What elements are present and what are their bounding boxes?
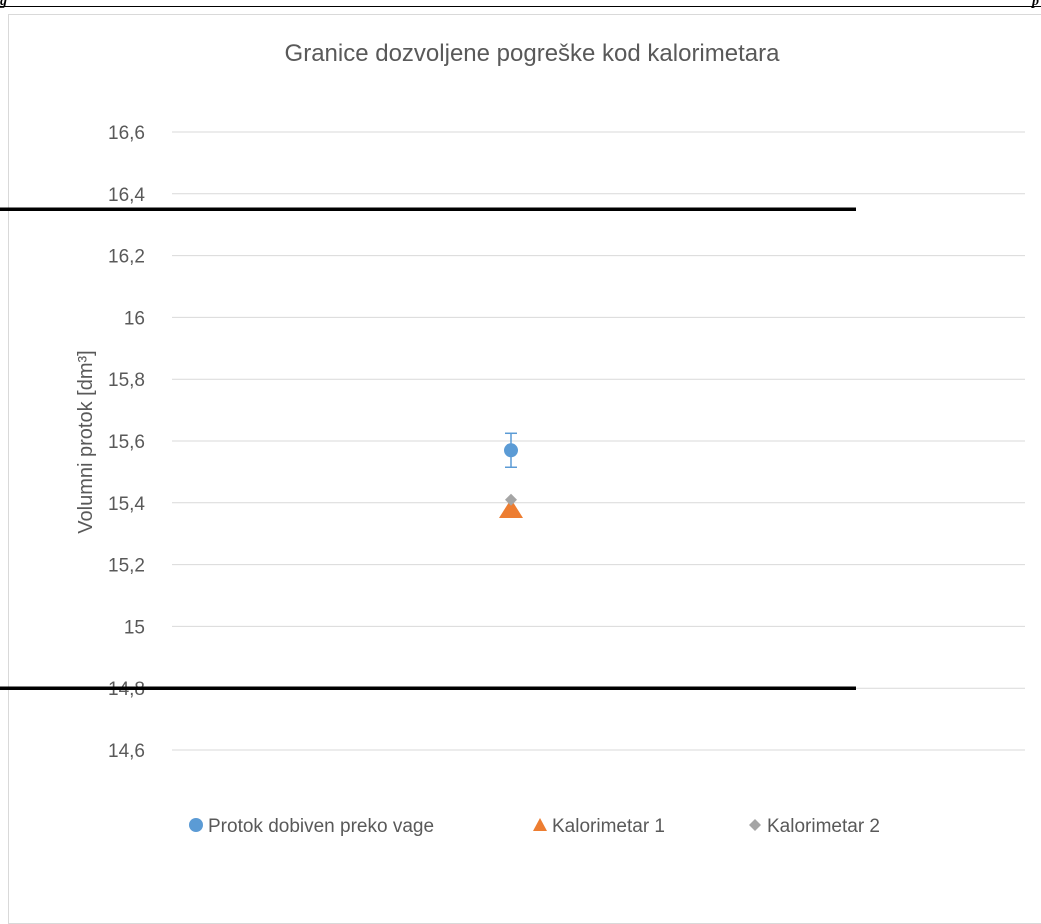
y-tick-label: 15,8 (108, 370, 145, 391)
legend-label: Protok dobiven preko vage (208, 816, 434, 837)
legend-marker-diamond (749, 819, 761, 831)
header-line (0, 6, 1041, 7)
point-protok-vage (504, 443, 518, 458)
legend-marker-triangle (533, 818, 547, 831)
y-tick-label: 16 (124, 308, 145, 329)
y-tick-label: 15,4 (108, 494, 145, 515)
point-kalorimetar-2 (505, 493, 517, 506)
chart-title: Granice dozvoljene pogreške kod kalorime… (285, 40, 781, 67)
y-tick-label: 14,6 (108, 741, 145, 762)
y-axis-label: Volumni protok [dm³] (75, 350, 97, 533)
y-tick-label: 16,4 (108, 185, 145, 206)
y-tick-label: 16,6 (108, 123, 145, 144)
legend-label: Kalorimetar 1 (552, 816, 665, 837)
y-tick-label: 15,6 (108, 432, 145, 453)
header-left-text: g (0, 0, 7, 9)
legend-marker-circle (189, 818, 203, 832)
page-header-rule: g p (0, 0, 1041, 12)
header-right-text: p (1032, 0, 1039, 9)
point-kalorimetar-1 (499, 498, 523, 518)
y-tick-label: 16,2 (108, 247, 145, 268)
y-tick-label: 15,2 (108, 556, 145, 577)
legend-label: Kalorimetar 2 (767, 816, 880, 837)
y-tick-label: 15 (124, 617, 145, 638)
